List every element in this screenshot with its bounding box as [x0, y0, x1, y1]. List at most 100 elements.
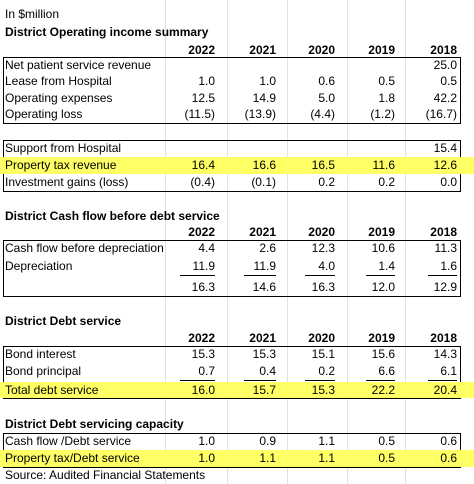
cell-value: 11.9 — [253, 259, 276, 273]
cell-value: 12.0 — [371, 280, 395, 294]
row-label: Cash flow before depreciation — [5, 241, 164, 255]
year-header: 2019 — [368, 331, 395, 345]
subtotal-underline — [428, 380, 457, 381]
row-label: Depreciation — [5, 259, 73, 273]
cell-value: 12.6 — [433, 158, 457, 172]
year-header: 2018 — [430, 225, 457, 239]
cell-value: 1.0 — [198, 434, 215, 448]
year-header-row: 2022 2021 2020 2019 2018 — [0, 224, 474, 241]
table-row: Net patient service revenue 25.0 — [0, 57, 474, 74]
subtotal-underline — [305, 275, 335, 276]
row-label: Support from Hospital — [5, 141, 122, 155]
section-title-operating: District Operating income summary — [5, 25, 209, 39]
cell-value: 6.6 — [378, 364, 395, 378]
year-header: 2022 — [188, 331, 215, 345]
row-label: Property tax revenue — [5, 158, 117, 172]
cell-value: 16.0 — [191, 383, 215, 397]
cell-value: 15.3 — [311, 383, 335, 397]
cell-value: 16.6 — [252, 158, 276, 172]
year-header: 2019 — [368, 225, 395, 239]
cell-value: 0.6 — [440, 434, 457, 448]
row-label: Operating expenses — [5, 91, 113, 105]
table-row: Cash flow /Debt service 1.0 0.9 1.1 0.5 … — [0, 433, 474, 450]
cell-value: 0.9 — [259, 434, 276, 448]
section-title-capacity: District Debt servicing capacity — [5, 417, 184, 431]
cell-value: 25.0 — [433, 58, 457, 72]
cell-value: 12.3 — [311, 241, 335, 255]
cell-value: 15.1 — [311, 347, 335, 361]
year-header: 2018 — [430, 331, 457, 345]
cell-value: 14.6 — [252, 280, 276, 294]
cell-value: 0.6 — [440, 451, 457, 465]
cell-value: (1.2) — [370, 107, 395, 121]
cell-value: 12.9 — [433, 280, 457, 294]
cell-value: 0.4 — [259, 364, 276, 378]
cell-value: 1.8 — [378, 91, 395, 105]
row-label: Operating loss — [5, 107, 83, 121]
cell-value: 11.6 — [372, 158, 395, 172]
grid-line — [287, 0, 288, 484]
year-header: 2021 — [249, 225, 276, 239]
cell-value: 0.5 — [378, 451, 395, 465]
cell-value: 15.6 — [371, 347, 395, 361]
cell-value: 0.0 — [440, 175, 457, 189]
subtotal-underline — [305, 380, 335, 381]
row-label: Lease from Hospital — [5, 74, 112, 88]
cell-value: 1.0 — [259, 74, 276, 88]
year-header: 2019 — [368, 43, 395, 57]
cell-value: 12.5 — [191, 91, 215, 105]
subtotal-underline — [180, 380, 215, 381]
table-row: Investment gains (loss) (0.4) (0.1) 0.2 … — [0, 174, 474, 191]
cell-value: 4.4 — [198, 241, 215, 255]
cell-value: 10.6 — [371, 241, 395, 255]
grid-line — [227, 0, 228, 484]
cell-value: 42.2 — [433, 91, 457, 105]
cell-value: 15.7 — [252, 383, 276, 397]
cell-value: 11.9 — [192, 259, 215, 273]
year-header: 2020 — [308, 225, 335, 239]
source-note: Source: Audited Financial Statements — [5, 468, 206, 482]
cell-value: 0.5 — [378, 434, 395, 448]
cell-value: 1.1 — [318, 451, 335, 465]
table-row: Depreciation 11.9 11.9 4.0 1.4 1.6 — [0, 258, 474, 275]
row-label: Property tax/Debt service — [5, 451, 140, 465]
year-header-row: 2022 2021 2020 2019 2018 — [0, 330, 474, 347]
year-header: 2018 — [430, 43, 457, 57]
table-border — [3, 240, 461, 297]
cell-value: 1.1 — [259, 451, 276, 465]
year-header-row: 2022 2021 2020 2019 2018 — [0, 42, 474, 59]
cell-value: 11.3 — [434, 241, 457, 255]
year-header: 2022 — [188, 43, 215, 57]
table-row-highlighted: Total debt service 16.0 15.7 15.3 22.2 2… — [0, 382, 474, 398]
cell-value: 15.3 — [191, 347, 215, 361]
cell-value: (4.4) — [310, 107, 335, 121]
table-border — [3, 346, 461, 399]
table-row: Support from Hospital 15.4 — [0, 140, 474, 157]
row-label: Investment gains (loss) — [5, 175, 129, 189]
section-title-debt-service: District Debt service — [5, 314, 122, 328]
cell-value: 6.1 — [440, 364, 457, 378]
subtotal-underline — [244, 275, 276, 276]
cell-value: (16.7) — [425, 107, 457, 121]
cell-value: 1.0 — [198, 74, 215, 88]
cell-value: 1.1 — [318, 434, 335, 448]
cell-value: 0.6 — [318, 74, 335, 88]
cell-value: 16.5 — [311, 158, 335, 172]
grid-line — [405, 0, 406, 484]
cell-value: 15.4 — [433, 141, 457, 155]
cell-value: 4.0 — [318, 259, 335, 273]
cell-value: (0.1) — [251, 175, 276, 189]
cell-value: 20.4 — [433, 383, 457, 397]
year-header: 2021 — [249, 331, 276, 345]
cell-value: (0.4) — [190, 175, 215, 189]
table-row-highlighted: Property tax revenue 16.4 16.6 16.5 11.6… — [0, 157, 474, 174]
subtotal-underline — [366, 380, 395, 381]
units-note: In $million — [5, 7, 60, 21]
subtotal-underline — [428, 275, 457, 276]
row-label: Net patient service revenue — [5, 58, 152, 72]
cell-value: 22.2 — [371, 383, 395, 397]
cell-value: 1.6 — [440, 259, 457, 273]
year-header: 2022 — [188, 225, 215, 239]
cell-value: 0.2 — [318, 364, 335, 378]
